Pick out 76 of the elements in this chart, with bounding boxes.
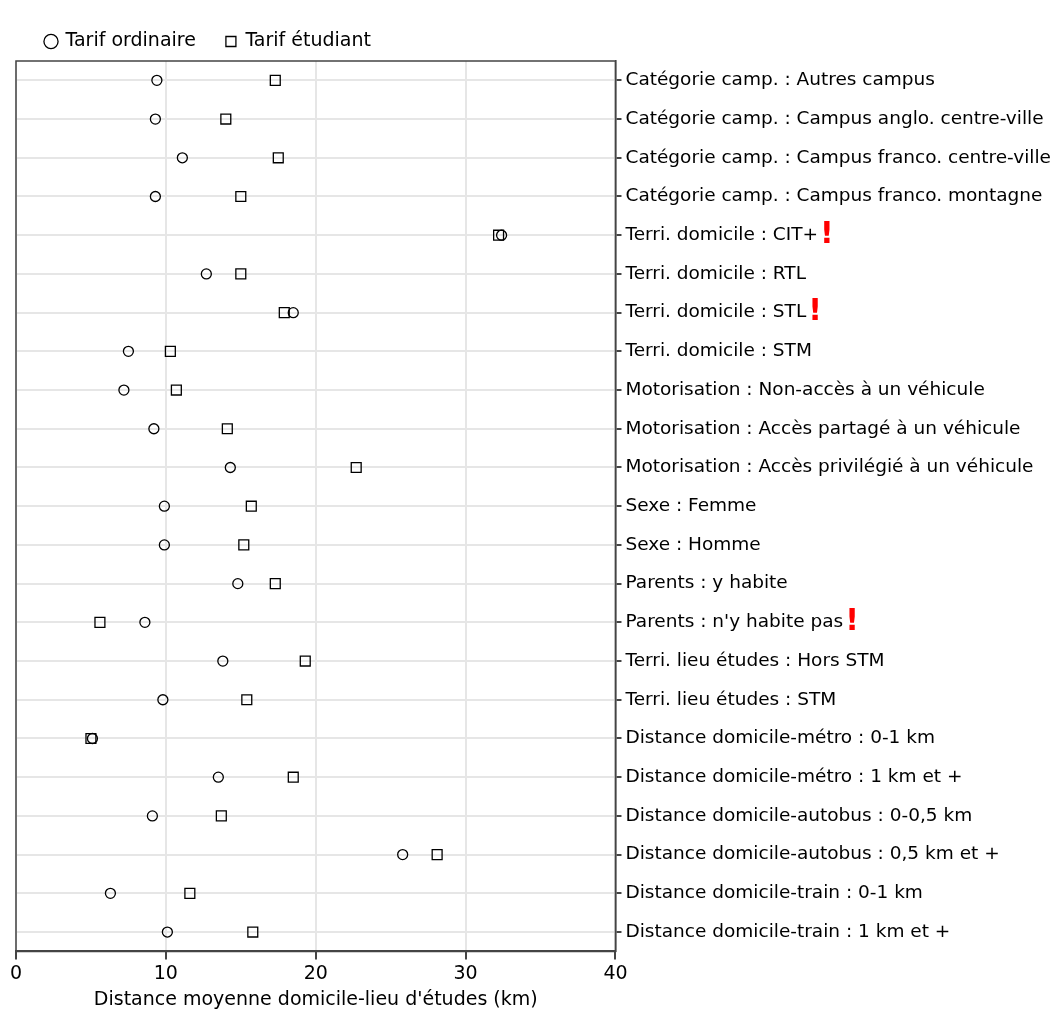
point (238, 539, 250, 551)
point (104, 887, 117, 899)
point (149, 190, 162, 203)
point (149, 113, 162, 125)
y-tick-label: Terri. domicile : STM (624, 339, 812, 361)
point (235, 268, 247, 280)
y-tick-label: Terri. domicile : STL (624, 300, 807, 322)
point (299, 655, 311, 667)
point (269, 578, 281, 590)
point (118, 384, 130, 396)
y-tick-label: Motorisation : Accès partagé à un véhicule (625, 416, 1021, 438)
point (94, 616, 106, 628)
point (235, 190, 247, 203)
point (247, 926, 259, 938)
point (176, 152, 189, 164)
text: ! (845, 602, 859, 638)
y-tick-label: Distance domicile-autobus : 0,5 km et + (625, 842, 1000, 864)
point (220, 113, 232, 125)
y-tick-label: Distance domicile-métro : 0-1 km (625, 726, 935, 748)
legend-label: Tarif étudiant (244, 28, 371, 51)
y-tick-label: Catégorie camp. : Campus franco. centre-ville (625, 145, 1052, 167)
y-tick-label: Sexe : Homme (625, 532, 761, 554)
x-axis-title: Distance moyenne domicile-lieu d'études (km) (93, 986, 538, 1009)
point (148, 423, 160, 435)
point (200, 268, 212, 280)
point (269, 74, 281, 86)
y-tick-label: Terri. domicile : CIT+ (624, 223, 819, 245)
y-tick-label: Catégorie camp. : Campus anglo. centre-ville (625, 106, 1044, 128)
point (146, 810, 159, 822)
point (217, 655, 229, 667)
point (215, 810, 227, 822)
point (241, 694, 253, 706)
y-tick-label: Catégorie camp. : Autres campus (625, 68, 935, 90)
point (278, 307, 290, 319)
point (245, 500, 257, 512)
point (224, 461, 236, 474)
y-tick-label: Parents : n'y habite pas (625, 610, 844, 632)
y-tick-label: Motorisation : Accès privilégié à un véhicule (625, 455, 1034, 477)
legend-label: Tarif ordinaire (64, 28, 196, 51)
point (158, 500, 171, 512)
x-tick-label: 40 (603, 960, 628, 983)
y-tick-label: Parents : y habite (625, 571, 788, 593)
point (139, 616, 151, 628)
point (272, 152, 284, 164)
y-tick-label: Distance domicile-train : 0-1 km (625, 881, 923, 903)
text: ! (820, 215, 834, 251)
y-tick-label: Terri. lieu études : STM (624, 687, 837, 709)
point (212, 771, 224, 783)
point (158, 539, 171, 551)
point (170, 384, 182, 396)
point (122, 345, 135, 357)
x-tick-label: 30 (453, 960, 478, 983)
point (151, 74, 163, 87)
point (232, 577, 244, 590)
y-tick-label: Catégorie camp. : Campus franco. montagne (625, 184, 1043, 206)
point (184, 887, 196, 899)
x-tick-label: 0 (9, 960, 23, 983)
point (161, 926, 174, 938)
y-tick-label: Distance domicile-autobus : 0-0,5 km (625, 803, 973, 825)
point (287, 306, 299, 319)
text: ! (808, 292, 822, 328)
y-tick-label: Sexe : Femme (625, 494, 757, 516)
y-tick-label: Terri. lieu études : Hors STM (624, 648, 885, 670)
y-tick-label: Distance domicile-métro : 1 km et + (625, 765, 963, 786)
y-tick-label: Motorisation : Non-accès à un véhicule (625, 377, 985, 399)
x-tick-label: 10 (153, 960, 178, 983)
point (221, 423, 233, 435)
point (350, 461, 362, 474)
y-tick-label: Terri. domicile : RTL (624, 261, 807, 283)
point (157, 694, 169, 706)
point (287, 771, 299, 783)
x-tick-label: 20 (303, 960, 328, 983)
point (397, 848, 409, 861)
y-tick-label: Distance domicile-train : 1 km et + (625, 919, 951, 941)
point (164, 345, 176, 357)
point (431, 849, 443, 861)
